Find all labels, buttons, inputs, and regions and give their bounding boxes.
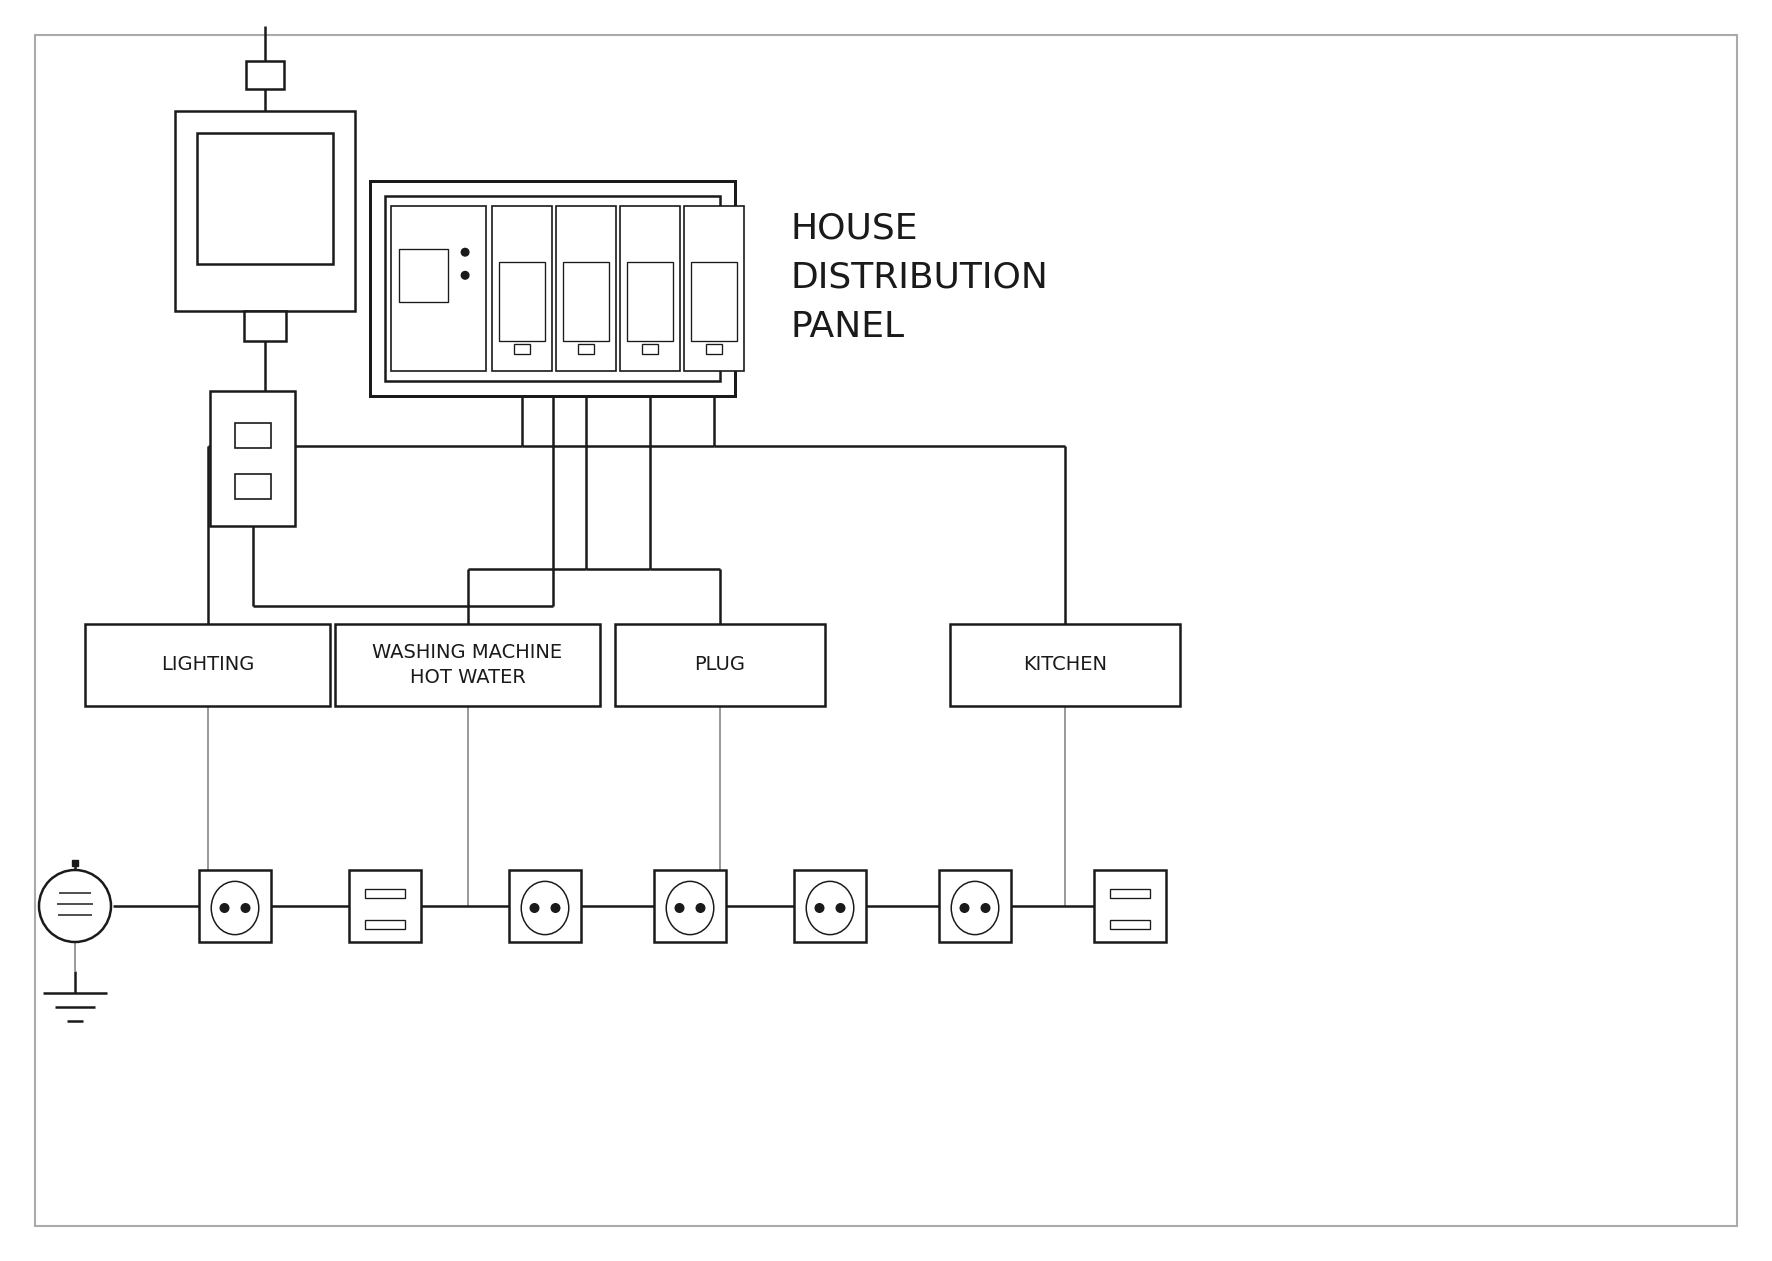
Bar (1109, 889, 1150, 898)
Bar (493, 206, 553, 371)
Ellipse shape (952, 881, 999, 934)
Circle shape (220, 904, 229, 912)
Bar (234, 422, 271, 448)
Circle shape (982, 904, 991, 912)
Bar (234, 474, 271, 499)
Bar (245, 311, 285, 340)
Ellipse shape (666, 881, 714, 934)
Text: HOUSE
DISTRIBUTION
PANEL: HOUSE DISTRIBUTION PANEL (790, 212, 1047, 343)
Text: KITCHEN: KITCHEN (1022, 656, 1108, 675)
Bar (197, 132, 333, 264)
Bar (211, 391, 294, 526)
Circle shape (675, 904, 684, 912)
Bar (641, 344, 657, 354)
Circle shape (815, 904, 824, 912)
Bar (514, 344, 530, 354)
Bar (399, 248, 448, 301)
Circle shape (696, 904, 705, 912)
Bar (578, 344, 594, 354)
Bar (691, 262, 737, 342)
Bar (509, 870, 581, 942)
Ellipse shape (211, 881, 259, 934)
Ellipse shape (806, 881, 854, 934)
Bar (365, 889, 406, 898)
Bar (939, 870, 1012, 942)
Circle shape (530, 904, 539, 912)
Text: WASHING MACHINE
HOT WATER: WASHING MACHINE HOT WATER (372, 643, 562, 687)
Text: PLUG: PLUG (695, 656, 746, 675)
Circle shape (551, 904, 560, 912)
Bar (563, 262, 610, 342)
Bar (500, 262, 546, 342)
Bar (654, 870, 727, 942)
Bar (950, 624, 1180, 706)
Bar (794, 870, 867, 942)
Bar (335, 624, 601, 706)
Text: LIGHTING: LIGHTING (161, 656, 253, 675)
Bar (85, 624, 330, 706)
Circle shape (461, 271, 470, 279)
Bar (392, 206, 486, 371)
Circle shape (241, 904, 250, 912)
Bar (684, 206, 744, 371)
Bar (1093, 870, 1166, 942)
Bar (705, 344, 721, 354)
Bar (556, 206, 617, 371)
Bar (198, 870, 271, 942)
Ellipse shape (521, 881, 569, 934)
Bar (615, 624, 826, 706)
Circle shape (461, 248, 470, 256)
Bar (620, 206, 680, 371)
Bar (349, 870, 422, 942)
Circle shape (39, 870, 112, 942)
Bar (370, 182, 735, 396)
Bar (365, 919, 406, 929)
Bar (175, 111, 354, 311)
Bar (246, 61, 284, 90)
Bar (627, 262, 673, 342)
Circle shape (960, 904, 969, 912)
Bar (1109, 919, 1150, 929)
Bar (385, 195, 719, 381)
Circle shape (836, 904, 845, 912)
